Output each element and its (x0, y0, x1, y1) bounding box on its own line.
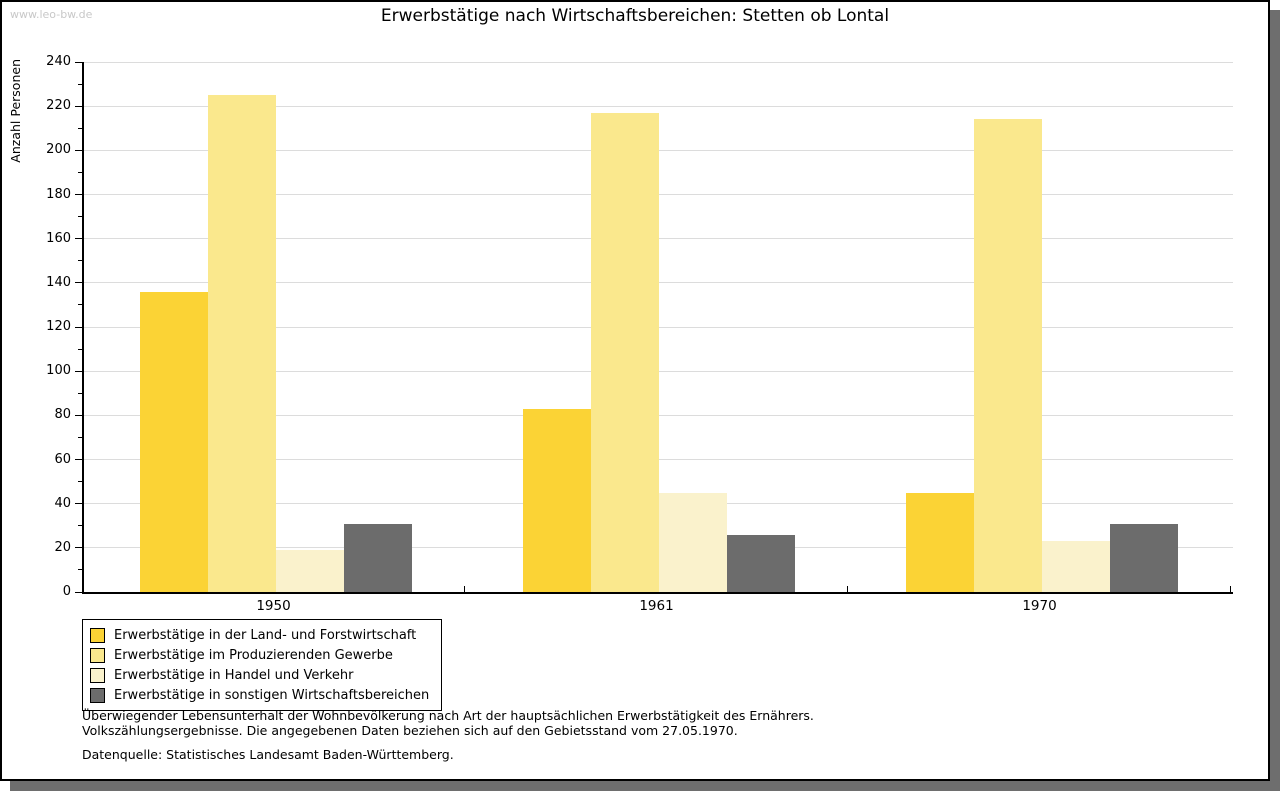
legend-label: Erwerbstätige in Handel und Verkehr (114, 667, 354, 683)
y-tick-label: 20 (54, 539, 71, 555)
bar-1970-series-2 (973, 119, 1042, 592)
x-boundary-tick (847, 586, 848, 592)
y-minor-tick (78, 392, 82, 394)
y-major-tick (75, 105, 82, 107)
legend-rows: Erwerbstätige in der Land- und Forstwirt… (90, 625, 429, 705)
bar-1970-series-3 (1041, 541, 1110, 592)
y-tick-label: 200 (46, 142, 71, 158)
y-minor-tick (78, 127, 82, 129)
legend-item-2: Erwerbstätige im Produzierenden Gewerbe (90, 645, 429, 665)
bar-1961-series-2 (590, 112, 659, 592)
legend-label: Erwerbstätige in sonstigen Wirtschaftsbe… (114, 687, 430, 703)
gridline (84, 61, 1233, 63)
y-tick-label: 0 (62, 584, 71, 599)
y-major-tick (75, 238, 82, 240)
footnote-text: Überwiegender Lebensunterhalt der Wohnbe… (82, 708, 814, 738)
legend: Erwerbstätige in der Land- und Forstwirt… (82, 619, 443, 711)
bar-1970-series-1 (905, 492, 974, 592)
y-major-tick (75, 326, 82, 328)
legend-item-4: Erwerbstätige in sonstigen Wirtschaftsbe… (90, 685, 429, 705)
gridline (84, 105, 1233, 107)
legend-swatch-icon (90, 627, 105, 643)
gridline (84, 194, 1233, 195)
y-tick-label: 40 (54, 495, 71, 511)
legend-swatch-icon (90, 667, 105, 683)
y-minor-tick (78, 304, 82, 306)
bar-1950-series-2 (207, 95, 276, 592)
bar-1961-series-3 (658, 492, 727, 592)
x-boundary-tick (464, 586, 465, 592)
legend-label: Erwerbstätige im Produzierenden Gewerbe (114, 647, 393, 663)
y-tick-label: 180 (46, 186, 71, 202)
y-major-tick (75, 414, 82, 416)
y-major-tick (75, 61, 82, 63)
data-source-text: Datenquelle: Statistisches Landesamt Bad… (82, 747, 454, 762)
x-axis-label: 1961 (639, 598, 674, 614)
y-axis-title: Anzahl Personen (8, 59, 23, 163)
gridline (84, 459, 1233, 460)
y-major-tick (75, 591, 82, 593)
legend-swatch-icon (90, 687, 105, 703)
y-minor-tick (78, 171, 82, 173)
y-tick-label: 140 (46, 274, 71, 290)
y-major-tick (75, 503, 82, 505)
bar-1961-series-4 (726, 534, 795, 592)
plot-area (82, 61, 1233, 594)
y-major-tick (75, 149, 82, 151)
gridline (84, 326, 1233, 328)
y-minor-tick (78, 436, 82, 438)
legend-label: Erwerbstätige in der Land- und Forstwirt… (114, 627, 417, 643)
gridline (84, 238, 1233, 240)
chart-title: Erwerbstätige nach Wirtschaftsbereichen:… (380, 6, 890, 26)
gridline (84, 370, 1233, 372)
y-major-tick (75, 459, 82, 460)
y-tick-label: 80 (54, 407, 71, 423)
bar-1950-series-1 (139, 291, 208, 592)
bar-1950-series-4 (343, 523, 412, 592)
gridline (84, 414, 1233, 416)
y-tick-label: 220 (46, 98, 71, 114)
bar-1961-series-1 (522, 408, 591, 592)
gridline (84, 282, 1233, 284)
bar-1970-series-4 (1109, 523, 1178, 592)
y-major-tick (75, 282, 82, 284)
x-boundary-tick (1230, 586, 1231, 592)
y-minor-tick (78, 525, 82, 527)
y-major-tick (75, 194, 82, 195)
y-minor-tick (78, 569, 82, 571)
site-watermark: www.leo-bw.de (10, 8, 93, 21)
x-axis-label: 1970 (1022, 598, 1057, 614)
y-tick-label: 60 (54, 451, 71, 467)
y-minor-tick (78, 83, 82, 85)
legend-swatch-icon (90, 647, 105, 663)
y-tick-label: 160 (46, 230, 71, 246)
gridline (84, 149, 1233, 151)
y-minor-tick (78, 216, 82, 218)
y-tick-label: 240 (46, 54, 71, 69)
plot-region: Anzahl Personen 0 20 40 60 80 100 120 140 160 180… (2, 2, 1268, 617)
x-axis-label: 1950 (256, 598, 291, 614)
y-minor-tick (78, 348, 82, 350)
bar-1950-series-3 (275, 550, 344, 592)
y-major-tick (75, 547, 82, 549)
footnote-line-1: Überwiegender Lebensunterhalt der Wohnbe… (82, 708, 814, 723)
footnote-line-2: Volkszählungsergebnisse. Die angegebenen… (82, 723, 738, 738)
legend-item-1: Erwerbstätige in der Land- und Forstwirt… (90, 625, 429, 645)
y-tick-label: 120 (46, 319, 71, 334)
y-major-tick (75, 370, 82, 372)
legend-item-3: Erwerbstätige in Handel und Verkehr (90, 665, 429, 685)
chart-window: www.leo-bw.de Erwerbstätige nach Wirtsch… (0, 0, 1270, 781)
y-tick-label: 100 (46, 363, 71, 379)
y-minor-tick (78, 481, 82, 483)
y-minor-tick (78, 260, 82, 262)
